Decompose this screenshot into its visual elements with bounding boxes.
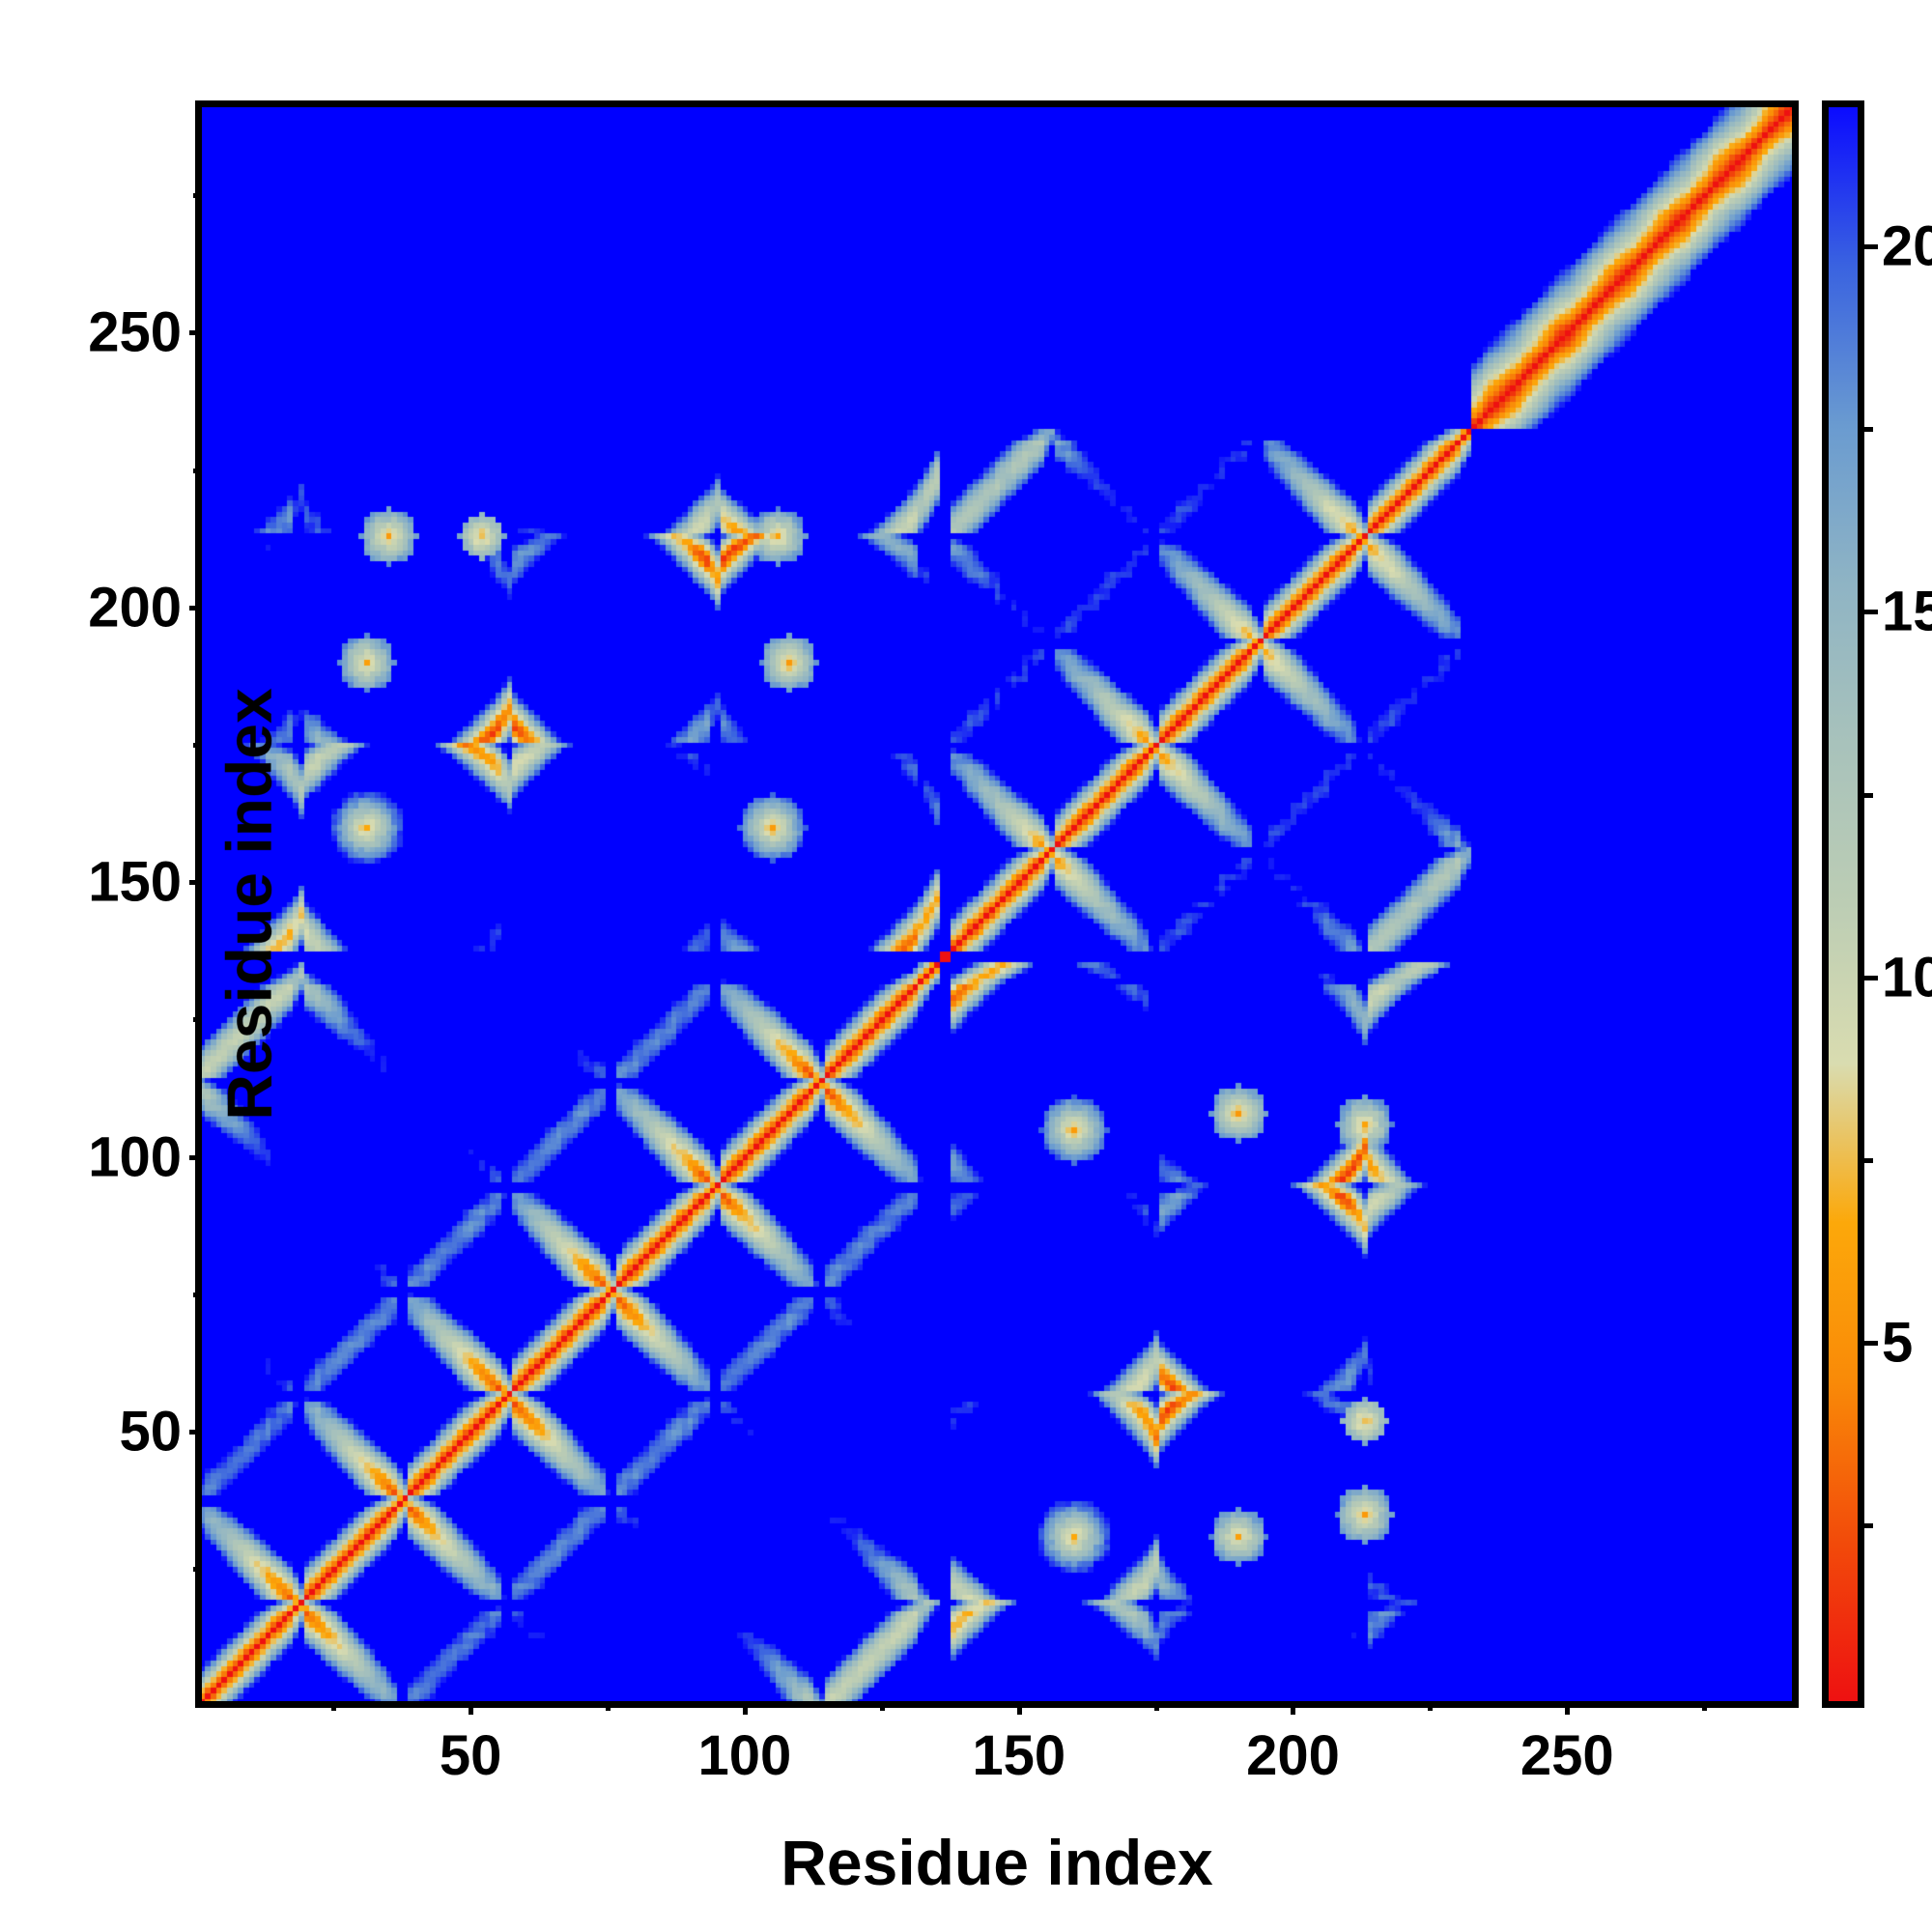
y-minor-tick <box>193 1017 202 1023</box>
x-axis-title: Residue index <box>781 1827 1213 1898</box>
y-tick-label-150: 150 <box>88 850 182 914</box>
y-minor-tick <box>193 743 202 748</box>
x-tick-label-50: 50 <box>439 1724 502 1787</box>
heatmap-canvas <box>202 107 1792 1701</box>
colorbar-tick-10 <box>1864 975 1878 980</box>
colorbar-tick-5 <box>1864 1340 1878 1346</box>
colorbar-tick-label-5: 5 <box>1882 1311 1914 1375</box>
colorbar-gradient <box>1829 107 1858 1701</box>
colorbar-minor-tick <box>1864 1522 1873 1528</box>
y-tick-200 <box>189 605 202 611</box>
colorbar-minor-tick <box>1864 1157 1873 1163</box>
colorbar-minor-tick <box>1864 427 1873 433</box>
x-tick-label-250: 250 <box>1520 1724 1614 1787</box>
colorbar-tick-label-10: 10 <box>1882 946 1932 1009</box>
y-tick-label-200: 200 <box>88 576 182 639</box>
y-tick-label-100: 100 <box>88 1125 182 1189</box>
y-minor-tick <box>193 468 202 473</box>
x-minor-tick <box>1702 1702 1708 1711</box>
y-minor-tick <box>193 1567 202 1573</box>
x-minor-tick <box>331 1702 337 1711</box>
x-tick-200 <box>1291 1702 1296 1715</box>
y-minor-tick <box>193 1292 202 1297</box>
colorbar-tick-15 <box>1864 610 1878 615</box>
colorbar-tick-label-20: 20 <box>1882 214 1932 278</box>
y-minor-tick <box>193 193 202 199</box>
colorbar-minor-tick <box>1864 792 1873 798</box>
x-tick-label-100: 100 <box>697 1724 792 1787</box>
y-tick-label-50: 50 <box>119 1400 182 1463</box>
y-tick-250 <box>189 330 202 336</box>
x-minor-tick <box>879 1702 885 1711</box>
y-tick-label-250: 250 <box>88 300 182 364</box>
colorbar <box>1822 100 1864 1708</box>
x-tick-250 <box>1565 1702 1571 1715</box>
x-minor-tick <box>606 1702 611 1711</box>
x-tick-label-200: 200 <box>1246 1724 1340 1787</box>
heatmap-plot-area <box>195 100 1799 1708</box>
x-tick-150 <box>1016 1702 1022 1715</box>
colorbar-group: 5 10 15 20 <box>1822 100 1932 1708</box>
y-tick-100 <box>189 1154 202 1160</box>
x-minor-tick <box>1153 1702 1159 1711</box>
x-minor-tick <box>1428 1702 1434 1711</box>
x-tick-50 <box>469 1702 474 1715</box>
x-tick-100 <box>742 1702 748 1715</box>
y-tick-50 <box>189 1430 202 1435</box>
y-axis-title: Residue index <box>213 688 285 1121</box>
colorbar-tick-label-15: 15 <box>1882 580 1932 643</box>
y-tick-150 <box>189 880 202 886</box>
colorbar-tick-20 <box>1864 244 1878 250</box>
x-tick-label-150: 150 <box>972 1724 1066 1787</box>
